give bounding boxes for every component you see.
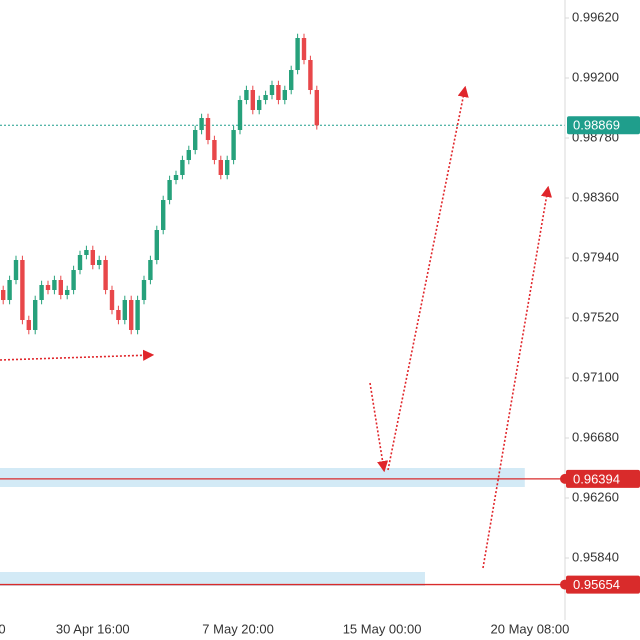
candle-body: [1, 290, 6, 300]
candle-body: [71, 270, 76, 290]
candle-body: [109, 290, 115, 310]
y-tick-label: 0.96680: [572, 429, 619, 444]
y-tick-label: 0.98360: [572, 189, 619, 204]
candle-body: [218, 160, 224, 175]
plot: [0, 33, 565, 586]
candle-body: [20, 260, 25, 320]
candle-body: [129, 300, 134, 330]
candle-body: [122, 300, 128, 320]
y-tick-label: 0.96260: [572, 489, 619, 504]
y-tick-label: 0.99620: [572, 9, 619, 24]
candle-body: [58, 280, 64, 295]
x-tick-label: 0: [0, 621, 6, 636]
candle-body: [212, 140, 217, 160]
candle-body: [257, 100, 262, 110]
y-tick-label: 0.95840: [572, 549, 619, 564]
candle-body: [141, 280, 147, 300]
level-label: 0.96394: [573, 471, 620, 486]
level-label-box: [566, 469, 640, 488]
level-handle: [560, 473, 570, 484]
candle-body: [269, 85, 275, 95]
level-handle: [560, 579, 570, 590]
zone: [0, 468, 525, 487]
candle-body: [173, 175, 179, 180]
candle-body: [161, 200, 166, 230]
arrow: [387, 85, 469, 471]
candle-body: [90, 250, 96, 265]
candle-body: [199, 118, 204, 130]
candle-body: [180, 160, 185, 175]
drawings: [0, 85, 553, 569]
candle-body: [65, 290, 70, 295]
candle-body: [39, 285, 44, 300]
candle-body: [52, 280, 57, 290]
level-label-box: [566, 575, 640, 594]
candle-body: [84, 250, 89, 255]
candle-body: [237, 100, 243, 130]
candle-body: [282, 90, 288, 100]
y-tick-label: 0.99200: [572, 69, 619, 84]
candle-body: [225, 160, 230, 175]
x-tick-label: 15 May 00:00: [343, 621, 422, 636]
labels: 0.996200.992000.987800.983600.979400.975…: [0, 9, 640, 636]
x-tick-label: 20 May 08:00: [491, 621, 570, 636]
candle-body: [308, 60, 313, 90]
zones: [0, 468, 525, 586]
candle-body: [77, 255, 83, 270]
candle-body: [193, 130, 198, 150]
candle-body: [314, 90, 320, 126]
current-price-box: [567, 116, 640, 135]
candle-body: [244, 90, 249, 100]
x-tick-label: 30 Apr 16:00: [56, 621, 130, 636]
arrow: [369, 382, 389, 473]
candle-body: [13, 260, 19, 280]
candle-body: [103, 260, 108, 290]
candle-body: [7, 280, 12, 300]
candle-body: [250, 90, 256, 110]
candle-body: [33, 300, 38, 330]
y-tick-label: 0.97520: [572, 309, 619, 324]
candle-body: [263, 95, 268, 100]
y-tick-label: 0.97100: [572, 369, 619, 384]
arrow: [482, 185, 553, 569]
candle-body: [295, 38, 300, 70]
candle-body: [231, 130, 236, 160]
candle-body: [186, 150, 192, 160]
zone: [0, 572, 425, 586]
candle-body: [148, 260, 153, 280]
candle-body: [116, 310, 121, 320]
candle-body: [289, 70, 294, 90]
candle-body: [167, 180, 172, 200]
candle-body: [97, 260, 102, 265]
x-tick-label: 7 May 20:00: [202, 621, 274, 636]
candle-body: [301, 38, 307, 60]
candle-body: [26, 320, 32, 330]
candle-body: [276, 85, 281, 100]
y-tick-label: 0.97940: [572, 249, 619, 264]
candle-body: [135, 300, 140, 330]
level-label: 0.95654: [573, 577, 620, 592]
candle-body: [45, 285, 51, 290]
candle-body: [205, 118, 211, 140]
current-price-label: 0.98869: [573, 118, 620, 133]
candle-body: [154, 230, 160, 260]
arrow: [0, 349, 155, 361]
